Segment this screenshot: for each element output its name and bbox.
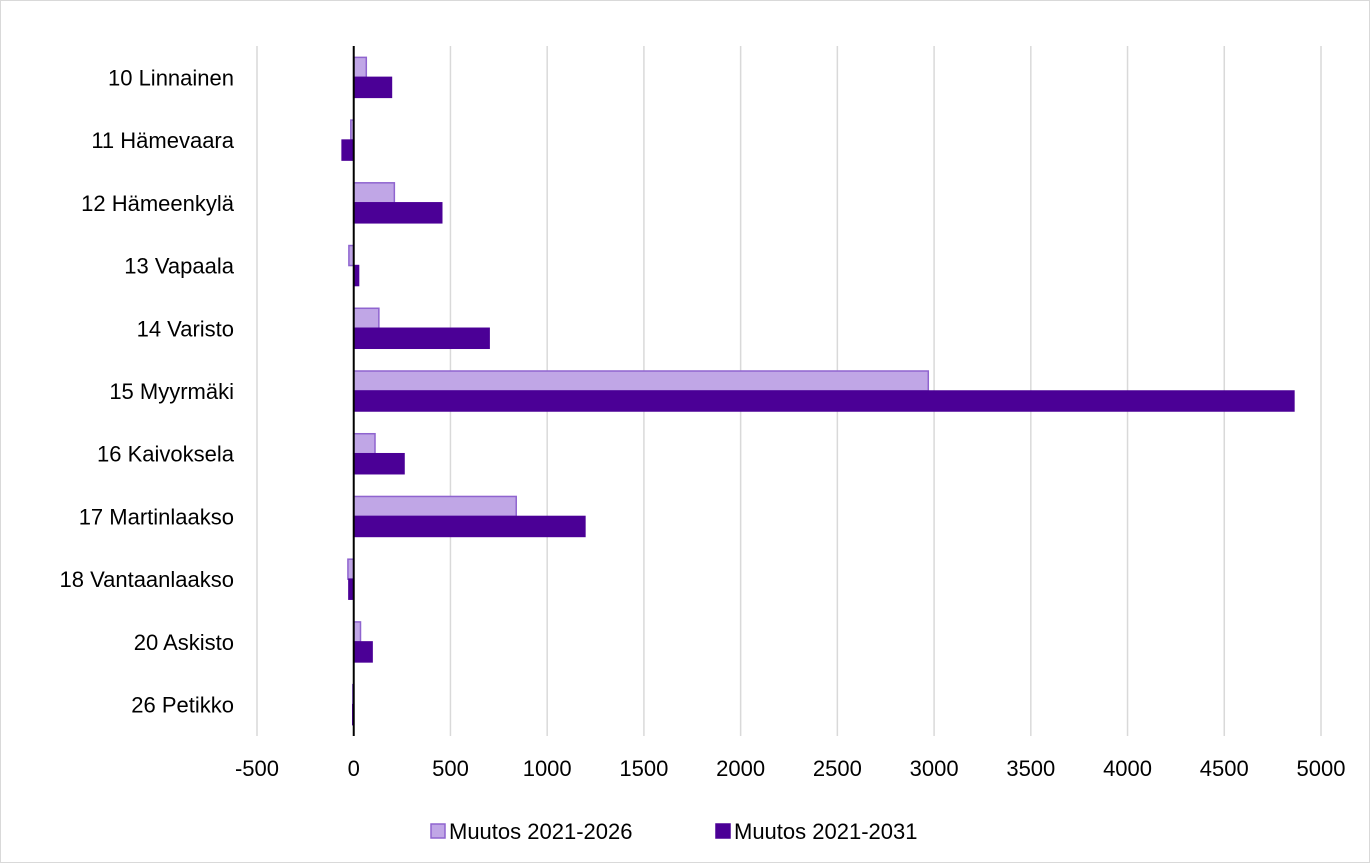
x-tick-label: 3500 [1006, 756, 1055, 781]
bar-2021-2026 [352, 370, 930, 392]
x-tick-label: 2500 [813, 756, 862, 781]
bar-2021-2026 [352, 182, 396, 204]
legend-label: Muutos 2021-2031 [734, 819, 917, 844]
legend-swatch [430, 823, 446, 839]
x-tick-label: -500 [235, 756, 279, 781]
bar-2021-2031 [352, 641, 373, 663]
x-tick-label: 1500 [619, 756, 668, 781]
bar-2021-2026 [352, 56, 368, 79]
category-label: 13 Vapaala [124, 254, 234, 279]
legend-swatch [715, 823, 731, 839]
category-label: 11 Hämevaara [91, 128, 234, 153]
x-tick-label: 2000 [716, 756, 765, 781]
legend-label: Muutos 2021-2026 [449, 819, 632, 844]
category-label: 17 Martinlaakso [79, 504, 234, 529]
x-tick-label: 1000 [523, 756, 572, 781]
bar-2021-2026 [352, 432, 376, 455]
bars [341, 56, 1295, 726]
x-tick-label: 500 [432, 756, 469, 781]
x-tick-label: 0 [348, 756, 360, 781]
bar-2021-2026 [352, 307, 380, 330]
x-tick-label: 5000 [1297, 756, 1346, 781]
bar-2021-2031 [352, 327, 490, 350]
legend: Muutos 2021-2026 Muutos 2021-2031 [430, 819, 917, 844]
x-tick-label: 3000 [910, 756, 959, 781]
x-tick-label: 4500 [1200, 756, 1249, 781]
x-tick-label: 4000 [1103, 756, 1152, 781]
bar-2021-2031 [352, 202, 443, 224]
category-label: 18 Vantaanlaakso [59, 567, 234, 592]
category-label: 10 Linnainen [108, 65, 234, 90]
category-label: 14 Varisto [137, 316, 234, 341]
bar-2021-2031 [352, 390, 1295, 412]
bar-2021-2031 [352, 76, 393, 99]
bar-2021-2031 [352, 515, 586, 538]
bar-2021-2026 [352, 621, 362, 643]
category-label: 26 Petikko [131, 693, 234, 718]
bar-2021-2031 [341, 139, 355, 161]
category-label: 15 Myyrmäki [109, 379, 234, 404]
category-label: 16 Kaivoksela [97, 442, 235, 467]
bar-2021-2031 [352, 452, 405, 475]
bar-2021-2026 [352, 495, 517, 518]
labels: -500 0 500 1000 1500 2000 2500 3000 3500 4000 4500… [59, 65, 1345, 781]
category-label: 20 Askisto [134, 630, 234, 655]
category-label: 12 Hämeenkylä [81, 191, 235, 216]
